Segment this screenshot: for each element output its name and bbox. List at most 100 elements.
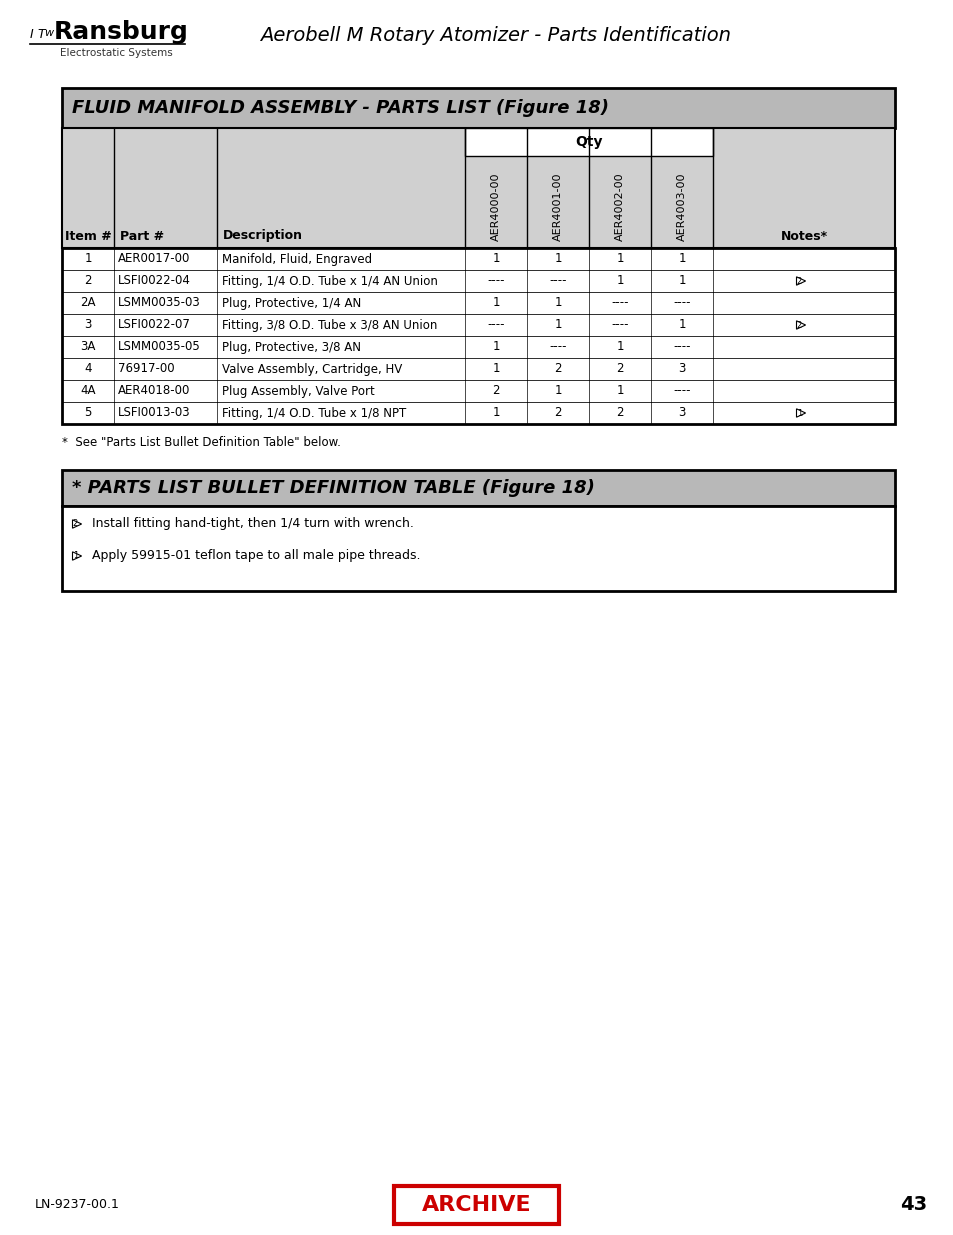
Bar <box>62 270 894 291</box>
Text: Fitting, 1/4 O.D. Tube x 1/4 AN Union: Fitting, 1/4 O.D. Tube x 1/4 AN Union <box>222 274 437 288</box>
Text: Plug, Protective, 3/8 AN: Plug, Protective, 3/8 AN <box>222 341 360 353</box>
Bar <box>62 336 894 358</box>
Text: FLUID MANIFOLD ASSEMBLY - PARTS LIST (Figure 18): FLUID MANIFOLD ASSEMBLY - PARTS LIST (Fi… <box>71 99 608 117</box>
Text: * PARTS LIST BULLET DEFINITION TABLE (Figure 18): * PARTS LIST BULLET DEFINITION TABLE (Fi… <box>71 479 595 496</box>
Text: Plug Assembly, Valve Port: Plug Assembly, Valve Port <box>222 384 375 398</box>
Text: 2: 2 <box>796 321 801 330</box>
Bar <box>62 403 894 424</box>
Polygon shape <box>796 409 804 417</box>
Text: Aerobell M Rotary Atomizer - Parts Identification: Aerobell M Rotary Atomizer - Parts Ident… <box>260 26 730 44</box>
Text: Fitting, 3/8 O.D. Tube x 3/8 AN Union: Fitting, 3/8 O.D. Tube x 3/8 AN Union <box>222 319 436 331</box>
Bar <box>62 506 894 592</box>
Text: 1: 1 <box>616 274 623 288</box>
Text: 1: 1 <box>616 384 623 398</box>
Text: 1: 1 <box>796 409 801 417</box>
Polygon shape <box>796 321 804 330</box>
Text: AER4018-00: AER4018-00 <box>118 384 191 398</box>
Text: 2: 2 <box>554 363 561 375</box>
Text: 43: 43 <box>900 1195 926 1214</box>
Bar <box>62 248 894 424</box>
Text: Plug, Protective, 1/4 AN: Plug, Protective, 1/4 AN <box>222 296 361 310</box>
Bar <box>62 128 894 248</box>
Text: AER4000-00: AER4000-00 <box>491 173 500 241</box>
Text: LSFI0022-07: LSFI0022-07 <box>118 319 191 331</box>
Text: 1: 1 <box>678 274 685 288</box>
Text: ----: ---- <box>487 319 504 331</box>
Text: 4: 4 <box>84 363 91 375</box>
Text: Description: Description <box>223 230 303 242</box>
Text: Electrostatic Systems: Electrostatic Systems <box>60 48 172 58</box>
Text: ----: ---- <box>549 341 566 353</box>
Text: LSMM0035-05: LSMM0035-05 <box>118 341 200 353</box>
Text: 2A: 2A <box>80 296 95 310</box>
Text: 2: 2 <box>616 363 623 375</box>
Text: Ransburg: Ransburg <box>54 20 189 44</box>
Text: 1: 1 <box>554 252 561 266</box>
Polygon shape <box>796 277 804 285</box>
Text: AER4001-00: AER4001-00 <box>553 173 562 241</box>
Text: Qty: Qty <box>575 135 602 149</box>
Text: ARCHIVE: ARCHIVE <box>422 1195 531 1215</box>
Text: ----: ---- <box>673 296 690 310</box>
Text: ----: ---- <box>673 384 690 398</box>
Text: Manifold, Fluid, Engraved: Manifold, Fluid, Engraved <box>222 252 372 266</box>
Text: 1: 1 <box>554 319 561 331</box>
Text: Notes*: Notes* <box>780 230 826 242</box>
Bar <box>62 314 894 336</box>
Text: 4A: 4A <box>80 384 95 398</box>
Bar <box>62 380 894 403</box>
Text: ----: ---- <box>487 274 504 288</box>
Polygon shape <box>72 520 82 529</box>
Text: 1: 1 <box>492 363 499 375</box>
Text: 1: 1 <box>616 252 623 266</box>
Text: 2: 2 <box>616 406 623 420</box>
Text: 3: 3 <box>84 319 91 331</box>
Text: 2: 2 <box>554 406 561 420</box>
Text: 2: 2 <box>796 277 801 285</box>
Text: ----: ---- <box>611 296 628 310</box>
Text: 2: 2 <box>84 274 91 288</box>
Text: Fitting, 1/4 O.D. Tube x 1/8 NPT: Fitting, 1/4 O.D. Tube x 1/8 NPT <box>222 406 406 420</box>
Text: 3A: 3A <box>80 341 95 353</box>
Bar <box>62 248 894 270</box>
Text: LN-9237-00.1: LN-9237-00.1 <box>35 1198 120 1212</box>
Bar <box>62 88 894 128</box>
Text: 3: 3 <box>678 406 685 420</box>
Text: 1: 1 <box>492 296 499 310</box>
Text: 1: 1 <box>554 384 561 398</box>
Text: 5: 5 <box>84 406 91 420</box>
Bar <box>62 291 894 314</box>
Text: Part #: Part # <box>120 230 164 242</box>
Bar <box>395 1186 558 1224</box>
Text: *  See "Parts List Bullet Definition Table" below.: * See "Parts List Bullet Definition Tabl… <box>62 436 340 448</box>
Text: Item #: Item # <box>65 230 112 242</box>
Text: I: I <box>30 28 33 41</box>
Text: AER4003-00: AER4003-00 <box>677 173 686 241</box>
Text: 3: 3 <box>678 363 685 375</box>
Text: 1: 1 <box>492 252 499 266</box>
Text: ----: ---- <box>549 274 566 288</box>
Text: LSFI0022-04: LSFI0022-04 <box>118 274 191 288</box>
Polygon shape <box>72 552 82 561</box>
Text: 2: 2 <box>492 384 499 398</box>
Text: 1: 1 <box>616 341 623 353</box>
Text: 1: 1 <box>492 341 499 353</box>
Text: ----: ---- <box>673 341 690 353</box>
Bar <box>464 128 712 156</box>
Text: 1: 1 <box>84 252 91 266</box>
Text: 1: 1 <box>492 406 499 420</box>
Text: LSMM0035-03: LSMM0035-03 <box>118 296 200 310</box>
Text: 76917-00: 76917-00 <box>118 363 174 375</box>
Text: Apply 59915-01 teflon tape to all male pipe threads.: Apply 59915-01 teflon tape to all male p… <box>91 550 420 562</box>
Text: 1: 1 <box>678 319 685 331</box>
Text: T: T <box>37 28 45 41</box>
Text: AER4002-00: AER4002-00 <box>615 173 624 241</box>
Text: Install fitting hand-tight, then 1/4 turn with wrench.: Install fitting hand-tight, then 1/4 tur… <box>91 517 414 531</box>
Bar <box>62 358 894 380</box>
Text: 1: 1 <box>72 552 78 561</box>
Text: ----: ---- <box>611 319 628 331</box>
Text: Valve Assembly, Cartridge, HV: Valve Assembly, Cartridge, HV <box>222 363 402 375</box>
Text: AER0017-00: AER0017-00 <box>118 252 191 266</box>
Text: 1: 1 <box>554 296 561 310</box>
Bar <box>464 128 712 156</box>
